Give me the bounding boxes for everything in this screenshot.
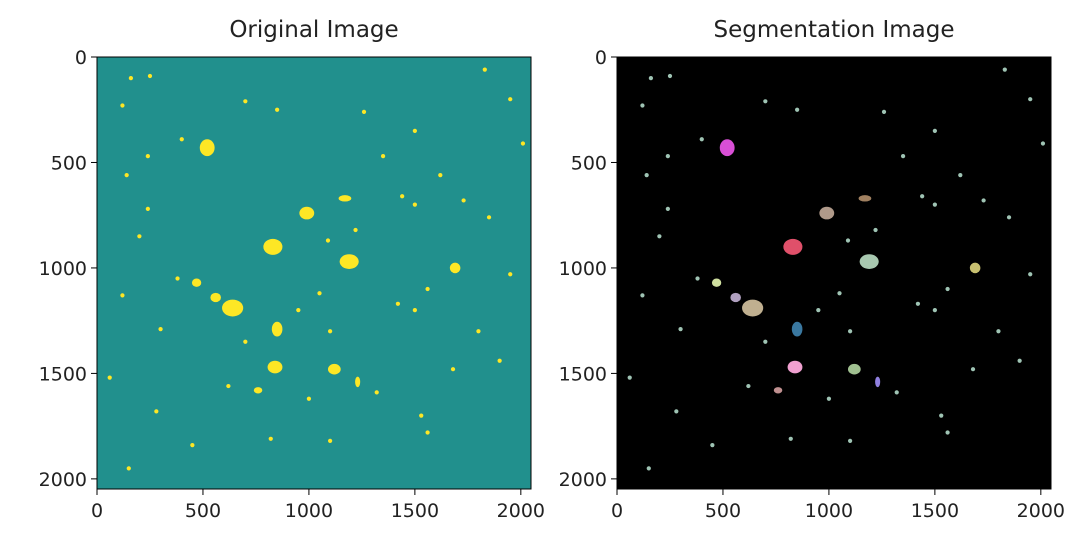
y-tick-label: 2000 [559,469,607,491]
source-blob [859,254,879,269]
source-blob [222,299,244,317]
x-tick-label: 500 [185,500,221,522]
y-tick-label: 0 [75,47,87,69]
source-blob [355,376,361,388]
image-background [617,57,1051,489]
source-blob [199,139,215,157]
source-blob [719,139,735,157]
panel-title: Original Image [229,17,398,43]
source-blob [969,262,981,274]
x-tick-label: 1000 [805,500,853,522]
panel-title: Segmentation Image [714,17,955,43]
source-blob [847,363,861,375]
source-blob [711,278,722,287]
y-tick-label: 1000 [559,258,607,280]
axes-frame [616,56,1052,490]
source-blob [875,376,881,388]
image-content [627,67,1046,471]
y-tick-label: 1500 [39,363,87,385]
x-tick-label: 0 [91,500,103,522]
x-tick-label: 1500 [911,500,959,522]
y-tick-label: 500 [51,152,87,174]
y-tick-label: 500 [571,152,607,174]
image-background [97,57,531,489]
source-blob [267,360,283,374]
axes-frame [96,56,532,490]
x-tick-label: 2000 [1017,500,1065,522]
y-tick-label: 2000 [39,469,87,491]
source-blob [773,387,783,394]
source-blob [449,262,461,274]
source-blob [263,238,283,255]
x-tick-label: 1500 [391,500,439,522]
source-blob [791,321,803,337]
source-blob [271,321,283,337]
y-tick-label: 0 [595,47,607,69]
source-blob [819,206,835,220]
source-blob [299,206,315,220]
x-tick-label: 500 [705,500,741,522]
source-blob [742,299,764,317]
source-blob [191,278,202,287]
x-tick-label: 2000 [497,500,545,522]
source-blob [730,292,741,303]
source-blob [253,387,263,394]
y-tick-label: 1000 [39,258,87,280]
x-tick-label: 1000 [285,500,333,522]
source-blob [339,254,359,269]
source-blob [858,195,872,202]
source-blob [783,238,803,255]
x-tick-label: 0 [611,500,623,522]
source-blob [210,292,221,303]
y-tick-label: 1500 [559,363,607,385]
source-blob [327,363,341,375]
image-content [107,67,526,471]
source-blob [787,360,803,374]
source-blob [338,195,352,202]
